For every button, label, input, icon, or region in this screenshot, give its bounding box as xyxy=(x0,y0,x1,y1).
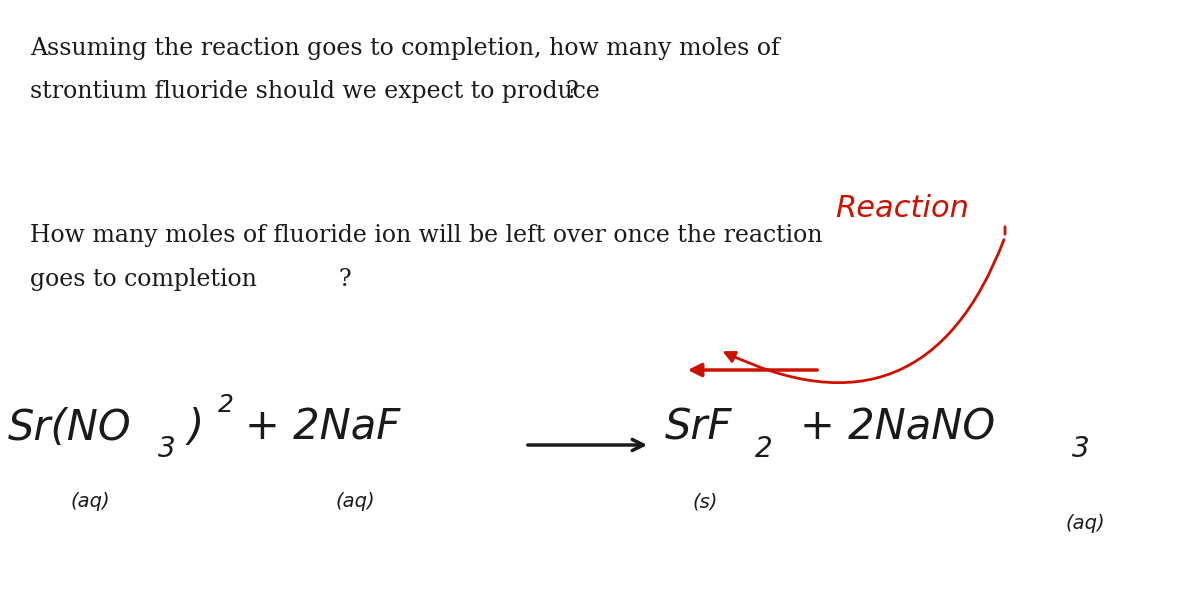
Text: ?: ? xyxy=(338,268,350,291)
Text: + 2NaNO: + 2NaNO xyxy=(800,407,995,449)
Text: Sr(NO: Sr(NO xyxy=(8,407,132,449)
Text: Reaction: Reaction xyxy=(835,194,970,223)
Text: 2: 2 xyxy=(218,393,234,417)
Text: Assuming the reaction goes to completion, how many moles of: Assuming the reaction goes to completion… xyxy=(30,37,780,60)
Text: goes to completion: goes to completion xyxy=(30,268,257,291)
Text: (aq): (aq) xyxy=(1066,514,1105,533)
Text: (s): (s) xyxy=(692,492,718,511)
Text: + 2NaF: + 2NaF xyxy=(245,407,401,449)
Text: SrF: SrF xyxy=(665,407,732,449)
Text: How many moles of fluoride ion will be left over once the reaction: How many moles of fluoride ion will be l… xyxy=(30,224,822,247)
Text: ): ) xyxy=(188,407,204,449)
Text: (aq): (aq) xyxy=(70,492,110,511)
Text: 3: 3 xyxy=(1072,435,1090,463)
Text: 3: 3 xyxy=(158,435,175,463)
Text: (aq): (aq) xyxy=(335,492,374,511)
Text: ?: ? xyxy=(565,80,577,103)
Text: 2: 2 xyxy=(755,435,773,463)
Text: strontium fluoride should we expect to produce: strontium fluoride should we expect to p… xyxy=(30,80,600,103)
